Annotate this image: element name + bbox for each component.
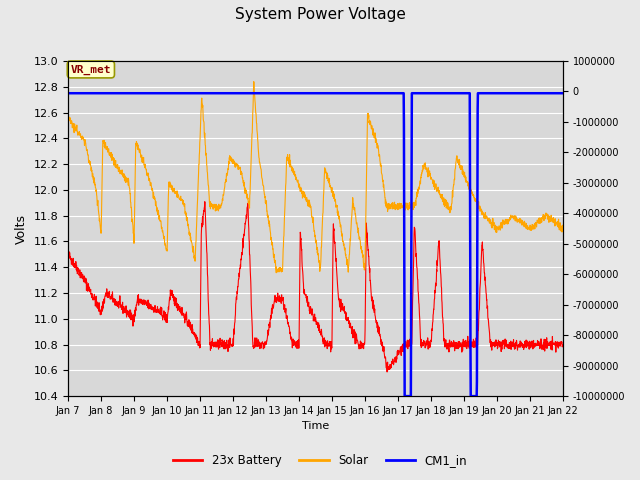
CM1_in	[292, 90, 300, 96]
Line: Solar: Solar	[68, 82, 563, 273]
X-axis label: Time: Time	[302, 421, 329, 432]
CM1_in	[64, 90, 72, 96]
Solar	[273, 270, 280, 276]
Solar	[292, 174, 300, 180]
Legend: 23x Battery, Solar, CM1_in: 23x Battery, Solar, CM1_in	[168, 449, 472, 472]
23x Battery	[292, 339, 300, 345]
CM1_in	[545, 90, 552, 96]
CM1_in	[545, 90, 552, 96]
23x Battery	[545, 341, 552, 347]
23x Battery	[545, 343, 553, 348]
CM1_in	[305, 90, 312, 96]
Solar	[545, 216, 552, 222]
23x Battery	[454, 346, 462, 352]
23x Battery	[305, 304, 313, 310]
CM1_in	[454, 90, 461, 96]
Text: System Power Voltage: System Power Voltage	[235, 7, 405, 22]
CM1_in	[559, 90, 566, 96]
CM1_in	[401, 393, 408, 399]
Y-axis label: Volts: Volts	[15, 214, 28, 243]
Solar	[454, 160, 462, 166]
23x Battery	[559, 344, 566, 349]
Solar	[250, 79, 257, 84]
Text: VR_met: VR_met	[70, 64, 111, 74]
Solar	[305, 200, 313, 205]
Solar	[559, 225, 566, 231]
23x Battery	[383, 369, 391, 375]
CM1_in	[90, 90, 97, 96]
Solar	[64, 114, 72, 120]
Solar	[545, 219, 553, 225]
Line: CM1_in: CM1_in	[68, 93, 563, 396]
23x Battery	[201, 199, 209, 204]
23x Battery	[90, 295, 97, 301]
Solar	[90, 177, 97, 182]
23x Battery	[64, 250, 72, 256]
Line: 23x Battery: 23x Battery	[68, 202, 563, 372]
